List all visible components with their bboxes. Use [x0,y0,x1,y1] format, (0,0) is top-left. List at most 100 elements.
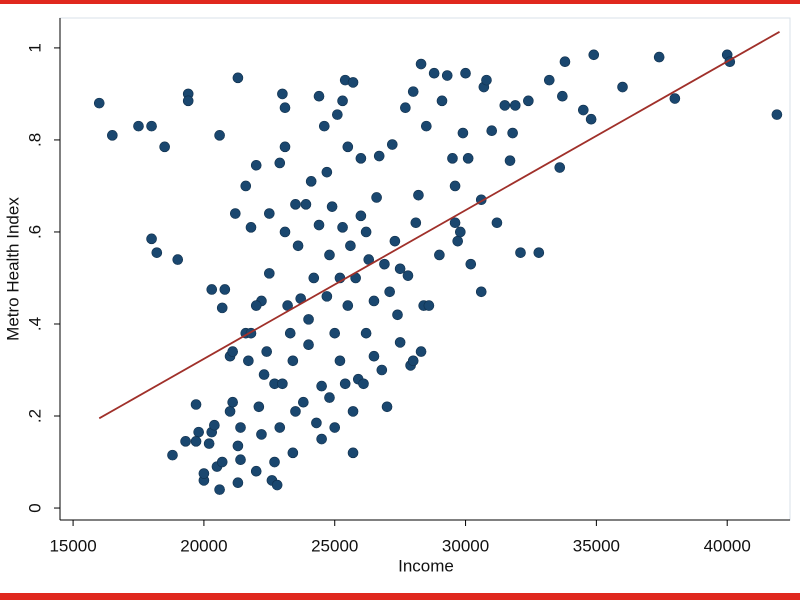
fit-line [98,31,780,420]
scatter-point [198,468,210,479]
scatter-point [373,150,385,162]
scatter-point [475,286,487,298]
scatter-point [557,90,568,102]
scatter-point [428,67,440,79]
scatter-point [434,249,445,261]
scatter-point [250,465,262,477]
scatter-point [261,346,273,357]
scatter-point [250,159,262,171]
scatter-point [182,95,194,107]
scatter-point [290,199,301,210]
scatter-point [436,95,448,107]
scatter-point [243,355,254,367]
scatter-point [258,369,270,380]
scatter-point [253,401,265,413]
x-tick-label: 20000 [180,536,227,555]
scatter-point [449,180,461,192]
scatter-point [355,210,367,222]
scatter-point [305,176,317,187]
scatter-point [509,100,521,111]
scatter-point [392,309,403,321]
scatter-point [203,438,215,449]
scatter-point [93,97,105,109]
scatter-point [334,355,346,367]
scatter-point [499,100,511,111]
scatter-point [224,406,236,417]
scatter-point [360,226,372,238]
scatter-point [337,95,348,107]
scatter-point [515,247,526,258]
scatter-point [232,440,244,452]
scatter-point [235,454,246,466]
scatter-point [389,235,401,247]
scatter-point [279,141,291,153]
scatter-point [507,127,518,139]
x-tick-label: 15000 [49,536,96,555]
scatter-point [457,127,469,139]
scatter-point [423,300,435,311]
scatter-point [407,86,419,97]
x-tick-label: 35000 [573,536,620,555]
scatter-point [342,300,354,311]
scatter-point [146,233,157,245]
scatter-point [190,436,202,447]
scatter-point [227,396,238,408]
scatter-point [240,180,252,192]
scatter-point [394,337,406,348]
scatter-point [133,120,144,132]
scatter-point [554,162,566,173]
scatter-point [167,449,178,461]
scatter-point [332,109,343,120]
scatter-point [313,90,325,102]
scatter-point [264,268,275,279]
scatter-point [452,235,464,247]
scatter-point [214,484,225,495]
scatter-point [235,422,246,433]
scatter-point [491,217,503,229]
scatter-point [462,153,474,164]
scatter-point [216,456,228,468]
scatter-point [355,153,367,164]
scatter-point [577,104,589,116]
y-tick-label: .8 [25,133,44,147]
scatter-point [326,201,338,212]
scatter-point [455,226,466,238]
scatter-point [256,429,267,440]
scatter-point [219,284,231,295]
x-tick-label: 30000 [442,536,489,555]
scatter-point [313,219,325,231]
scatter-point [316,433,327,445]
scatter-point [585,113,597,125]
scatter-point [669,93,681,104]
scatter-point [277,88,288,100]
scatter-point [232,72,244,84]
scatter-point [345,240,356,252]
scatter-point [379,258,390,270]
scatter-point [264,208,275,219]
scatter-point [771,109,783,120]
scatter-point [384,286,395,298]
scatter-point [227,346,238,357]
scatter-point [230,208,241,219]
scatter-point [287,355,299,367]
scatter-point [559,56,571,68]
scatter-point [300,199,312,210]
scatter-point [360,327,372,339]
scatter-point [347,406,359,417]
scatter-point [342,141,354,153]
scatter-point [206,284,218,295]
scatter-point [290,406,301,417]
scatter-point [279,102,291,114]
plot-area [59,17,791,521]
scatter-point [449,217,461,229]
y-tick-label: .2 [25,409,44,423]
scatter-point [271,479,283,491]
scatter-point [368,295,380,307]
scatter-point [292,240,304,252]
scatter-point [190,399,202,410]
scatter-point [339,378,351,390]
scatter-point [376,364,388,376]
scatter-point [347,77,359,88]
scatter-point [274,157,286,169]
